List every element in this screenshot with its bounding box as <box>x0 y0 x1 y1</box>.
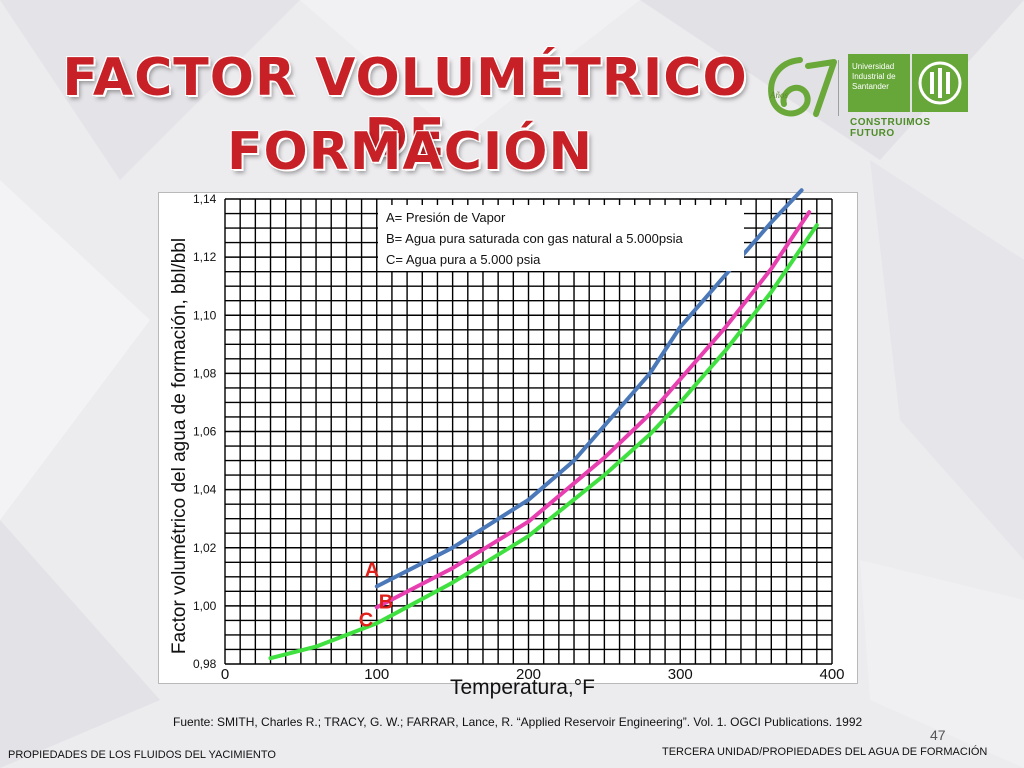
anniversary-years-word: Años <box>770 90 788 100</box>
curve-label-c: C <box>359 609 373 631</box>
slide-title-line2: FORMACIÓN <box>227 122 593 182</box>
university-name-line2: Industrial de <box>852 72 896 81</box>
series-line-b <box>374 210 812 610</box>
anniversary-logo: Años <box>760 52 838 122</box>
university-emblem <box>912 54 968 112</box>
x-tick-label: 300 <box>668 666 693 683</box>
university-name-line1: Universidad <box>852 62 895 71</box>
footer-course-title: PROPIEDADES DE LOS FLUIDOS DEL YACIMIENT… <box>8 749 276 761</box>
page-number: 47 <box>930 727 946 743</box>
series-line-c <box>268 223 819 661</box>
x-tick-label: 100 <box>364 666 389 683</box>
uis-emblem-icon <box>918 61 962 105</box>
y-tick-label: 1,06 <box>193 425 217 439</box>
y-tick-label: 1,12 <box>193 250 217 264</box>
x-axis-label: Temperatura,°F <box>450 676 595 699</box>
logo-separator <box>838 60 839 116</box>
anniversary-67-icon <box>768 57 837 117</box>
curve-label-b: B <box>379 591 393 613</box>
y-tick-label: 1,14 <box>193 192 217 206</box>
footer-unit-title: TERCERA UNIDAD/PROPIEDADES DEL AGUA DE F… <box>662 746 988 758</box>
university-slogan: CONSTRUIMOS FUTURO <box>850 117 931 139</box>
chart-legend: A= Presión de Vapor B= Agua pura saturad… <box>378 205 744 271</box>
y-tick-label: 1,10 <box>193 308 217 322</box>
x-tick-label: 400 <box>819 666 844 683</box>
university-name-line3: Santander <box>852 82 889 91</box>
series-line-a <box>374 188 804 589</box>
legend-entry-a: A= Presión de Vapor <box>386 210 506 225</box>
curve-label-a: A <box>365 559 379 581</box>
y-tick-label: 1,04 <box>193 483 217 497</box>
y-tick-label: 1,00 <box>193 599 217 613</box>
source-citation: Fuente: SMITH, Charles R.; TRACY, G. W.;… <box>173 715 863 729</box>
university-name-block: Universidad Industrial de Santander <box>848 54 910 112</box>
legend-entry-c: C= Agua pura a 5.000 psia <box>386 252 541 267</box>
y-axis-label: Factor volumétrico del agua de formación… <box>169 237 190 655</box>
y-tick-label: 0,98 <box>193 657 217 671</box>
y-tick-label: 1,02 <box>193 541 217 555</box>
slide-title-line1: FACTOR VOLUMÉTRICO DE <box>62 48 748 168</box>
y-tick-label: 1,08 <box>193 366 217 380</box>
legend-entry-b: B= Agua pura saturada con gas natural a … <box>386 231 683 246</box>
x-tick-label: 0 <box>221 666 229 683</box>
x-tick-label: 200 <box>516 666 541 683</box>
